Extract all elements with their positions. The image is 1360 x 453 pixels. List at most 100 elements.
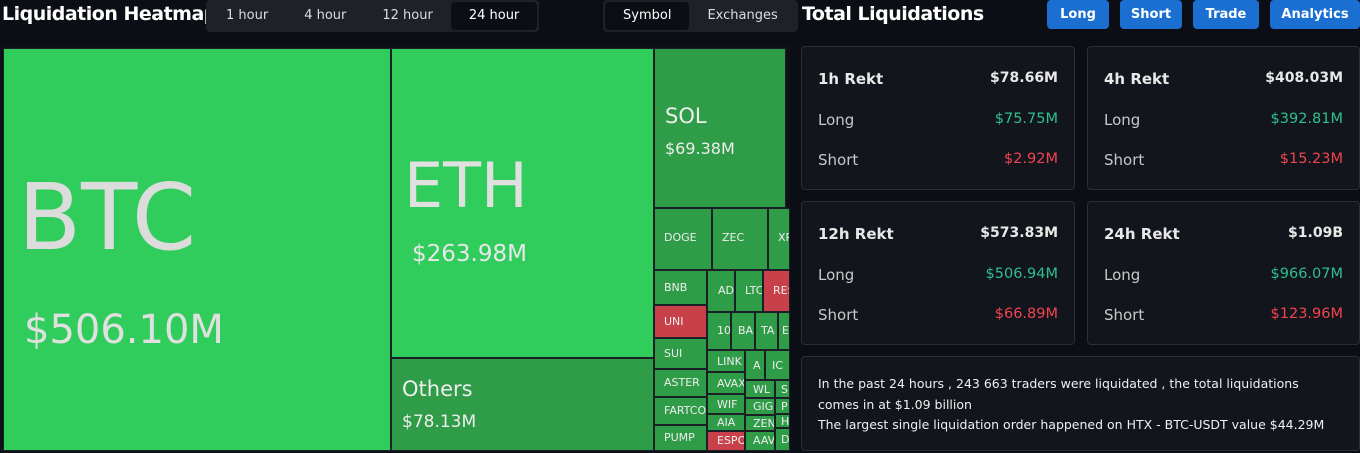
treemap-cell: AIA	[707, 414, 745, 431]
stat-value: $2.92M	[1003, 151, 1058, 167]
cell-label: SUI	[664, 347, 683, 360]
stat-row: 4h Rekt $408.03M	[1104, 70, 1343, 88]
button[interactable]: Long	[1047, 0, 1109, 29]
cell-label: TA	[761, 324, 775, 337]
cell-label: H	[781, 415, 790, 428]
cell-label: WL	[753, 383, 771, 396]
stat-row: 12h Rekt $573.83M	[818, 225, 1058, 243]
tab[interactable]: 24 hour	[450, 2, 538, 30]
cell-label: XR	[778, 231, 789, 244]
treemap-cell: 10	[707, 312, 731, 350]
cell-value: $263.98M	[412, 241, 527, 267]
treemap-cell: BTC $506.10M	[3, 48, 391, 451]
stat-row: Short $2.92M	[818, 151, 1058, 169]
stat-card: 1h Rekt $78.66M Long $75.75M Short $2.92M	[801, 46, 1075, 190]
cell-label: AVAX	[717, 377, 745, 390]
cell-label: WIF	[717, 398, 738, 411]
treemap-cell: XR	[768, 208, 790, 270]
treemap-cell: ETH $263.98M	[391, 48, 654, 358]
cell-label: S	[781, 383, 788, 396]
cell-label: ETH	[404, 149, 528, 222]
cell-label: BNB	[664, 281, 688, 294]
stat-label: Short	[1104, 151, 1145, 169]
stat-label: Short	[818, 151, 859, 169]
stat-value: $966.07M	[1270, 266, 1343, 282]
cell-label: AIA	[717, 416, 736, 429]
button[interactable]: Trade	[1193, 0, 1259, 29]
stat-value: $66.89M	[994, 306, 1058, 322]
stat-row: 1h Rekt $78.66M	[818, 70, 1058, 88]
stat-row: Long $75.75M	[818, 111, 1058, 129]
cell-label: LTC	[745, 284, 763, 297]
cell-label: AAV	[753, 434, 775, 447]
time-tabs: 1 hour 4 hour 12 hour 24 hour	[206, 0, 540, 32]
stat-value: $392.81M	[1270, 111, 1343, 127]
button[interactable]: Short	[1120, 0, 1182, 29]
stat-label: 24h Rekt	[1104, 225, 1180, 243]
treemap-cell: SUI	[654, 338, 707, 369]
stat-label: Short	[1104, 306, 1145, 324]
cell-label: ZEC	[722, 231, 745, 244]
stat-label: 12h Rekt	[818, 225, 894, 243]
toggle[interactable]: Exchanges	[707, 8, 778, 23]
stat-label: Short	[818, 306, 859, 324]
stat-value: $1.09B	[1288, 225, 1343, 241]
treemap-cell: RES	[763, 270, 790, 312]
cell-label: RES	[773, 284, 789, 297]
cell-label: DOGE	[664, 231, 697, 244]
tab[interactable]: 4 hour	[304, 8, 347, 23]
cell-label: BA	[738, 324, 754, 337]
stat-value: $75.75M	[994, 111, 1058, 127]
treemap-cell: ESPO	[707, 431, 745, 451]
stat-value: $78.66M	[990, 70, 1058, 86]
stat-card: 24h Rekt $1.09B Long $966.07M Short $123.96M	[1087, 201, 1360, 345]
tab[interactable]: 1 hour	[226, 8, 269, 23]
treemap-cell: DOGE	[654, 208, 712, 270]
cell-label: AD	[718, 284, 734, 297]
treemap-cell: A	[745, 350, 765, 380]
cell-label: PUMP	[664, 431, 695, 444]
tab[interactable]: 12 hour	[382, 8, 433, 23]
treemap-cell: Others $78.13M	[391, 358, 654, 451]
treemap-cell: AVAX	[707, 372, 745, 394]
treemap-cell: LINK	[707, 350, 745, 372]
cell-label: BTC	[18, 164, 197, 271]
treemap-cell: TA	[755, 312, 778, 350]
cell-value: $69.38M	[665, 139, 735, 158]
stat-row: 24h Rekt $1.09B	[1104, 225, 1343, 243]
stat-value: $15.23M	[1279, 151, 1343, 167]
title: Liquidation Heatmap	[2, 3, 217, 25]
stat-row: Short $123.96M	[1104, 306, 1343, 324]
stat-value: $573.83M	[980, 225, 1058, 241]
treemap-cell: D	[775, 428, 790, 451]
treemap-cell: E	[778, 312, 790, 350]
summary: In the past 24 hours , 243 663 traders w…	[801, 356, 1360, 451]
stat-row: Long $506.94M	[818, 266, 1058, 284]
stat-row: Long $392.81M	[1104, 111, 1343, 129]
cell-label: D	[781, 433, 790, 446]
cell-label: A	[753, 359, 761, 372]
treemap-cell: WL	[745, 380, 775, 398]
summary-line: The largest single liquidation order hap…	[818, 417, 1325, 432]
stat-card: 4h Rekt $408.03M Long $392.81M Short $15.23M	[1087, 46, 1360, 190]
cell-label: ASTER	[664, 376, 700, 389]
button[interactable]: Analytics	[1270, 0, 1360, 29]
stat-label: Long	[1104, 266, 1141, 284]
stat-label: Long	[818, 111, 855, 129]
stat-value: $506.94M	[985, 266, 1058, 282]
cell-label: E	[782, 324, 789, 337]
stat-card: 12h Rekt $573.83M Long $506.94M Short $66.89M	[801, 201, 1075, 345]
summary-line: In the past 24 hours , 243 663 traders w…	[818, 376, 1299, 412]
treemap-cell: LTC	[735, 270, 763, 312]
stat-value: $408.03M	[1265, 70, 1343, 86]
treemap: BTC $506.10M ETH $263.98M Others $78.13M SOL $6…	[0, 46, 790, 453]
cell-label: P	[781, 400, 788, 413]
group-toggle: Symbol Exchanges	[603, 0, 798, 32]
treemap-cell: PUMP	[654, 425, 707, 451]
treemap-cell: BNB	[654, 270, 707, 305]
toggle[interactable]: Symbol	[605, 2, 690, 30]
treemap-cell: WIF	[707, 394, 745, 414]
treemap-cell: SOL $69.38M	[654, 48, 786, 208]
stat-row: Short $66.89M	[818, 306, 1058, 324]
